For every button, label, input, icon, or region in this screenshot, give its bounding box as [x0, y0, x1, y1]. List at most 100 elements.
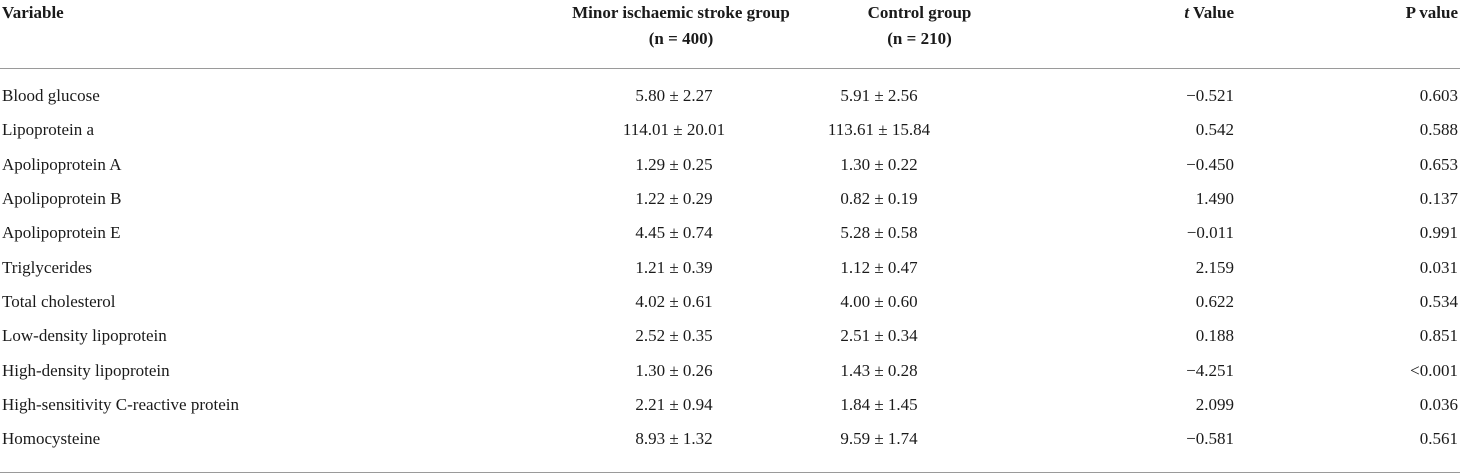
- cell-t-value: 0.188: [1195, 326, 1234, 346]
- table-row: Apolipoprotein E 4.45 ± 0.74 5.28 ± 0.58…: [0, 216, 1460, 250]
- cell-control: 113.61 ± 15.84: [682, 113, 1039, 147]
- cell-minor: 114.01 ± 20.01: [440, 113, 725, 147]
- cell-minor-value: 1.22 ± 0.29: [635, 189, 713, 209]
- cell-control: 5.91 ± 2.56: [682, 69, 1039, 114]
- table-row: Apolipoprotein A 1.29 ± 0.25 1.30 ± 0.22…: [0, 148, 1460, 182]
- cell-p-value: 0.653: [1419, 154, 1458, 174]
- header-variable: Variable: [0, 0, 440, 69]
- table-header: Variable Minor ischaemic stroke group (n…: [0, 0, 1460, 69]
- cell-variable: Apolipoprotein A: [2, 154, 122, 174]
- header-t-value: t Value: [1039, 0, 1234, 69]
- cell-variable: Lipoprotein a: [2, 120, 95, 140]
- cell-control-value: 1.84 ± 1.45: [840, 394, 918, 414]
- cell-minor-value: 4.02 ± 0.61: [635, 291, 713, 311]
- cell-control-value: 1.12 ± 0.47: [840, 257, 918, 277]
- cell-minor: 2.52 ± 0.35: [440, 319, 712, 353]
- cell-control: 2.51 ± 0.34: [682, 319, 1039, 353]
- cell-t-value: −4.251: [1186, 360, 1234, 380]
- cell-minor-value: 1.29 ± 0.25: [635, 154, 713, 174]
- cell-minor: 8.93 ± 1.32: [440, 422, 712, 460]
- cell-control: 1.43 ± 0.28: [682, 353, 1039, 387]
- cell-minor: 1.29 ± 0.25: [440, 148, 712, 182]
- cell-t-value: 2.159: [1195, 257, 1234, 277]
- cell-control-value: 113.61 ± 15.84: [827, 120, 931, 140]
- table-row: Total cholesterol 4.02 ± 0.61 4.00 ± 0.6…: [0, 285, 1460, 319]
- header-control-line1: Control group: [867, 3, 972, 22]
- cell-variable: Total cholesterol: [2, 291, 116, 311]
- cell-minor-value: 4.45 ± 0.74: [635, 223, 713, 243]
- table-body: Blood glucose 5.80 ± 2.27 5.91 ± 2.56 −0…: [0, 69, 1460, 461]
- cell-variable: High-sensitivity C-reactive protein: [2, 394, 239, 414]
- header-t-rest: Value: [1189, 3, 1234, 22]
- cell-minor: 5.80 ± 2.27: [440, 69, 712, 114]
- cell-minor: 1.21 ± 0.39: [440, 250, 712, 284]
- cell-control-value: 5.91 ± 2.56: [840, 86, 918, 106]
- table-row: Lipoprotein a 114.01 ± 20.01 113.61 ± 15…: [0, 113, 1460, 147]
- cell-minor-value: 2.52 ± 0.35: [635, 326, 713, 346]
- cell-control-value: 0.82 ± 0.19: [840, 189, 918, 209]
- cell-t-value: 0.622: [1195, 291, 1234, 311]
- cell-t-value: 2.099: [1195, 394, 1234, 414]
- header-minor-line1: Minor ischaemic stroke group: [572, 3, 790, 22]
- cell-control: 0.82 ± 0.19: [682, 182, 1039, 216]
- cell-p-value: 0.036: [1419, 394, 1458, 414]
- cell-control: 4.00 ± 0.60: [682, 285, 1039, 319]
- table-row: Blood glucose 5.80 ± 2.27 5.91 ± 2.56 −0…: [0, 69, 1460, 114]
- table-row: Low-density lipoprotein 2.52 ± 0.35 2.51…: [0, 319, 1460, 353]
- cell-minor: 1.22 ± 0.29: [440, 182, 712, 216]
- cell-p-value: 0.851: [1419, 326, 1458, 346]
- cell-variable: Homocysteine: [2, 429, 101, 449]
- header-p-value: P value: [1234, 0, 1460, 69]
- cell-minor: 1.30 ± 0.26: [440, 353, 712, 387]
- cell-variable: Apolipoprotein E: [2, 223, 121, 243]
- cell-t-value: −0.521: [1186, 86, 1234, 106]
- cell-minor-value: 1.30 ± 0.26: [635, 360, 713, 380]
- table-row: High-density lipoprotein 1.30 ± 0.26 1.4…: [0, 353, 1460, 387]
- table-row: Apolipoprotein B 1.22 ± 0.29 0.82 ± 0.19…: [0, 182, 1460, 216]
- cell-p-value: 0.603: [1419, 86, 1458, 106]
- header-control-group: Control group (n = 210): [682, 0, 1039, 69]
- data-table: Variable Minor ischaemic stroke group (n…: [0, 0, 1460, 461]
- cell-minor: 4.45 ± 0.74: [440, 216, 712, 250]
- cell-minor-value: 114.01 ± 20.01: [622, 120, 726, 140]
- cell-p-value: 0.137: [1419, 189, 1458, 209]
- data-table-container: Variable Minor ischaemic stroke group (n…: [0, 0, 1460, 461]
- cell-control: 5.28 ± 0.58: [682, 216, 1039, 250]
- cell-variable: High-density lipoprotein: [2, 360, 170, 380]
- cell-t-value: 1.490: [1195, 189, 1234, 209]
- cell-p-value: 0.561: [1419, 429, 1458, 449]
- cell-control: 1.30 ± 0.22: [682, 148, 1039, 182]
- header-control-line2: (n = 210): [887, 29, 952, 48]
- cell-minor-value: 5.80 ± 2.27: [635, 86, 713, 106]
- cell-minor: 2.21 ± 0.94: [440, 388, 712, 422]
- header-minor-stroke-group: Minor ischaemic stroke group (n = 400): [440, 0, 790, 69]
- cell-variable: Low-density lipoprotein: [2, 326, 167, 346]
- cell-minor-value: 8.93 ± 1.32: [635, 429, 713, 449]
- cell-variable: Apolipoprotein B: [2, 189, 122, 209]
- cell-t-value: −0.011: [1186, 223, 1234, 243]
- header-minor-line2: (n = 400): [648, 29, 714, 48]
- cell-control-value: 5.28 ± 0.58: [840, 223, 918, 243]
- cell-t-value: −0.581: [1186, 429, 1234, 449]
- cell-control: 1.12 ± 0.47: [682, 250, 1039, 284]
- cell-control-value: 1.30 ± 0.22: [840, 154, 918, 174]
- header-t-italic: t: [1184, 3, 1190, 22]
- table-row: Triglycerides 1.21 ± 0.39 1.12 ± 0.47 2.…: [0, 250, 1460, 284]
- cell-minor: 4.02 ± 0.61: [440, 285, 712, 319]
- cell-p-value: 0.991: [1419, 223, 1458, 243]
- cell-minor-value: 1.21 ± 0.39: [635, 257, 713, 277]
- table-row: Homocysteine 8.93 ± 1.32 9.59 ± 1.74 −0.…: [0, 422, 1460, 460]
- cell-control-value: 9.59 ± 1.74: [840, 429, 918, 449]
- header-p-label: P value: [1405, 3, 1458, 22]
- cell-t-value: 0.542: [1195, 120, 1234, 140]
- cell-control-value: 1.43 ± 0.28: [840, 360, 918, 380]
- table-row: High-sensitivity C-reactive protein 2.21…: [0, 388, 1460, 422]
- cell-p-value: 0.031: [1419, 257, 1458, 277]
- cell-control: 9.59 ± 1.74: [682, 422, 1039, 460]
- header-row: Variable Minor ischaemic stroke group (n…: [0, 0, 1460, 69]
- cell-control: 1.84 ± 1.45: [682, 388, 1039, 422]
- cell-variable: Triglycerides: [2, 257, 93, 277]
- cell-control-value: 2.51 ± 0.34: [840, 326, 918, 346]
- cell-p-value: 0.588: [1419, 120, 1458, 140]
- cell-variable: Blood glucose: [2, 86, 100, 106]
